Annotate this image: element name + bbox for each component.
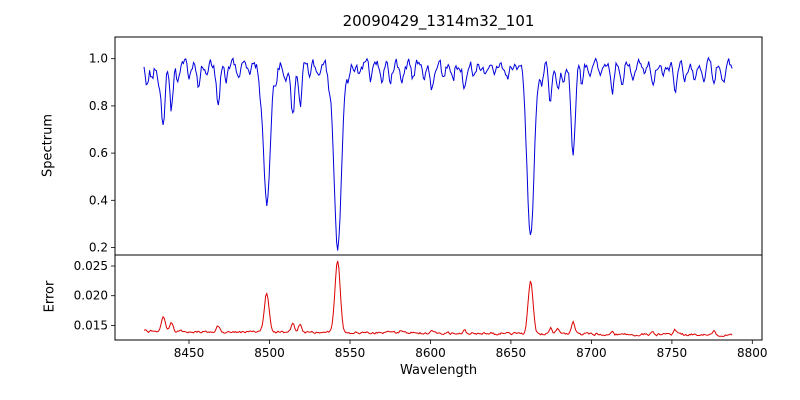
- error-line: [143, 260, 733, 338]
- xtick-label: 8650: [496, 346, 527, 360]
- bottom-panel-frame: [114, 254, 763, 341]
- xtick-label: 8750: [657, 346, 688, 360]
- ytick-label: 0.6: [89, 146, 108, 160]
- chart-title: 20090429_1314m32_101: [342, 12, 535, 30]
- ytick-label: 0.2: [89, 241, 108, 255]
- ytick-label: 0.025: [74, 259, 108, 273]
- xtick-label: 8600: [415, 346, 446, 360]
- xtick-label: 8500: [254, 346, 285, 360]
- xtick-label: 8700: [576, 346, 607, 360]
- ytick-label: 0.020: [74, 289, 108, 303]
- ytick-label: 0.015: [74, 318, 108, 332]
- x-axis-label: Wavelength: [399, 363, 478, 378]
- xtick-label: 8450: [174, 346, 205, 360]
- xtick-label: 8800: [737, 346, 768, 360]
- y-axis-label-error: Error: [42, 280, 58, 313]
- ytick-label: 0.8: [89, 99, 108, 113]
- ytick-label: 0.4: [89, 193, 108, 207]
- spectrum-line: [143, 56, 733, 251]
- xtick-label: 8550: [335, 346, 366, 360]
- y-axis-label-spectrum: Spectrum: [40, 114, 56, 177]
- ytick-label: 1.0: [89, 52, 108, 66]
